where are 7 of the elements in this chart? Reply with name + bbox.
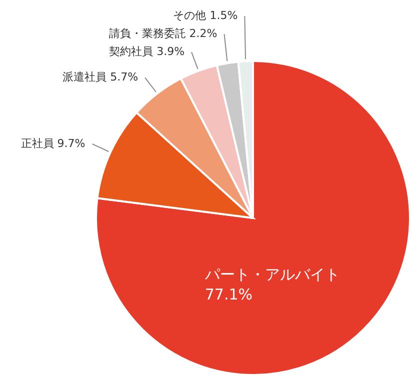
slice-label: パート・アルバイト (204, 266, 340, 284)
slice-label: その他 1.5% (173, 9, 238, 22)
slice-label: 正社員 9.7% (20, 136, 86, 150)
slice-label: 請負・業務委託 2.2% (108, 27, 218, 40)
data-label: 77.1% (204, 286, 253, 304)
slice-label: 契約社員 3.9% (109, 45, 185, 58)
slice-label: 派遣社員 5.7% (62, 70, 138, 84)
